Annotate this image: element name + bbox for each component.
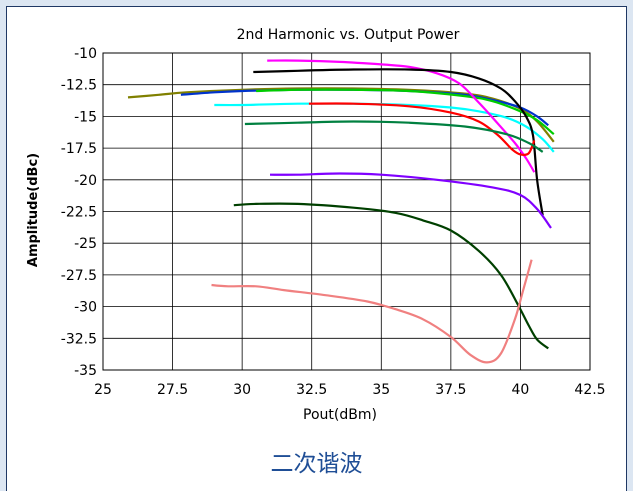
x-tick-label: 32.5 [296, 382, 327, 398]
y-tick-label: -10 [74, 46, 97, 62]
x-tick-label: 40 [512, 382, 530, 398]
x-tick-label: 25 [94, 382, 112, 398]
series-line-9 [233, 202, 549, 350]
x-tick-label: 37.5 [435, 382, 466, 398]
x-axis-label: Pout(dBm) [303, 407, 377, 423]
series-line-10 [211, 259, 533, 364]
y-tick-label: -32.5 [61, 331, 97, 347]
y-tick-label: -17.5 [61, 141, 97, 157]
y-tick-label: -15 [74, 109, 97, 125]
x-tick-label: 42.5 [574, 382, 605, 398]
y-tick-label: -27.5 [61, 268, 97, 284]
series-line-4 [267, 59, 536, 173]
series-line-5 [253, 68, 544, 216]
x-tick-label: 27.5 [157, 382, 188, 398]
y-tick-label: -30 [74, 300, 97, 316]
series-line-7 [244, 120, 544, 153]
y-tick-label: -22.5 [61, 205, 97, 221]
y-axis-label: Amplitude(dBc) [26, 153, 41, 267]
y-tick-label: -35 [74, 363, 97, 379]
series-layer [127, 59, 555, 364]
chart-caption: 二次谐波 [270, 451, 363, 477]
y-tick-label: -25 [74, 236, 97, 252]
y-tick-label: -20 [74, 173, 97, 189]
series-line-8 [269, 172, 552, 229]
series-line-3 [256, 88, 555, 136]
x-tick-label: 35 [372, 382, 390, 398]
x-tick-labels: 25 27.5 30 32.5 35 37.5 40 42.5 [94, 382, 606, 398]
series-line-6 [308, 102, 536, 157]
y-tick-labels: -10 -12.5 -15 -17.5 -20 -22.5 -25 -27.5 -30 -32.5… [61, 46, 97, 379]
chart-title: 2nd Harmonic vs. Output Power [237, 27, 460, 43]
y-tick-label: -12.5 [61, 78, 97, 94]
x-tick-label: 30 [233, 382, 251, 398]
